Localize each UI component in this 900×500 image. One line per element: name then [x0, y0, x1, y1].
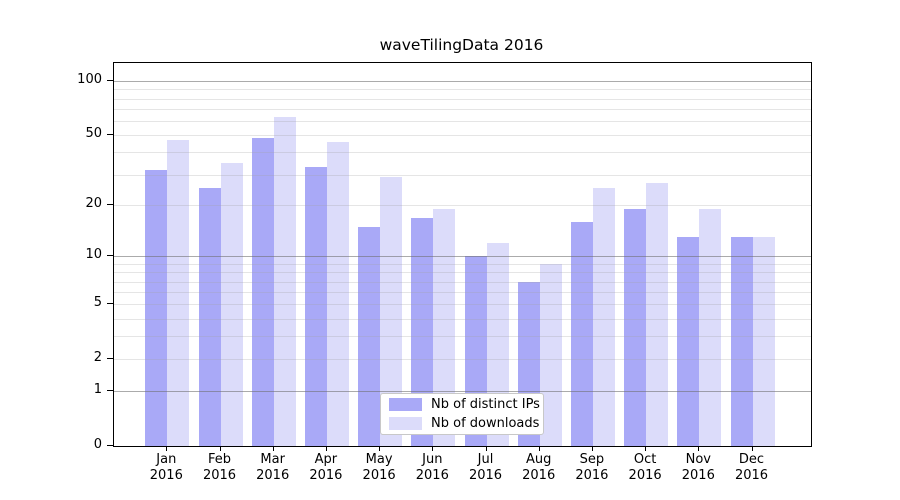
bar-mar-downloads — [273, 117, 296, 446]
y-tick-label-50: 50 — [85, 126, 102, 142]
y-tick-label-2: 2 — [93, 350, 102, 366]
bar-dec-downloads — [752, 237, 775, 446]
y-tick-20 — [107, 204, 113, 206]
x-tick-apr — [325, 446, 327, 451]
bar-aug-downloads — [539, 264, 562, 446]
bar-mar-distinct-ips — [251, 138, 274, 446]
x-tick-mar — [272, 446, 274, 451]
x-tick-label-aug: Aug 2016 — [522, 452, 556, 483]
x-tick-label-sep: Sep 2016 — [575, 452, 609, 483]
x-tick-feb — [219, 446, 221, 451]
x-tick-label-jan: Jan 2016 — [149, 452, 183, 483]
x-tick-label-jun: Jun 2016 — [415, 452, 449, 483]
bar-nov-downloads — [699, 209, 722, 446]
x-tick-label-mar: Mar 2016 — [256, 452, 290, 483]
bar-feb-downloads — [220, 162, 243, 446]
y-tick-label-5: 5 — [93, 295, 102, 311]
x-tick-label-dec: Dec 2016 — [734, 452, 769, 483]
x-tick-jun — [432, 446, 434, 451]
x-tick-label-nov: Nov 2016 — [681, 452, 715, 483]
y-tick-1 — [107, 390, 113, 392]
y-tick-label-0: 0 — [93, 437, 102, 452]
bar-jan-downloads — [167, 140, 190, 446]
y-tick-0 — [107, 445, 113, 446]
x-tick-may — [379, 446, 381, 451]
bar-apr-distinct-ips — [304, 167, 327, 446]
legend-label-distinct-ips: Nb of distinct IPs — [431, 397, 540, 412]
x-tick-jul — [485, 446, 487, 451]
y-tick-10 — [107, 255, 113, 257]
y-tick-2 — [107, 358, 113, 360]
bar-jun-downloads — [433, 209, 456, 446]
bars-layer — [114, 63, 811, 446]
bar-may-downloads — [380, 177, 403, 446]
bar-sep-distinct-ips — [570, 222, 593, 446]
bar-sep-downloads — [592, 188, 615, 446]
x-tick-sep — [591, 446, 593, 451]
bar-dec-distinct-ips — [730, 237, 753, 446]
bar-oct-distinct-ips — [624, 209, 647, 446]
x-tick-label-jul: Jul 2016 — [468, 452, 503, 483]
y-tick-label-100: 100 — [77, 72, 102, 88]
bar-nov-distinct-ips — [677, 237, 700, 446]
bar-jun-distinct-ips — [411, 217, 434, 446]
bar-feb-distinct-ips — [198, 188, 221, 446]
y-tick-label-1: 1 — [93, 382, 102, 398]
x-tick-label-apr: Apr 2016 — [309, 452, 343, 483]
x-tick-dec — [751, 446, 753, 451]
legend-item-distinct-ips: Nb of distinct IPs — [389, 397, 540, 412]
bar-may-distinct-ips — [358, 226, 381, 446]
y-tick-50 — [107, 134, 113, 136]
plot-area: Nb of distinct IPs Nb of downloads — [113, 62, 812, 447]
y-tick-label-10: 10 — [85, 247, 102, 263]
legend: Nb of distinct IPs Nb of downloads — [380, 393, 544, 435]
bar-oct-downloads — [646, 182, 669, 446]
x-tick-nov — [698, 446, 700, 451]
y-tick-label-20: 20 — [85, 196, 102, 212]
y-tick-5 — [107, 303, 113, 305]
legend-swatch-downloads — [389, 417, 422, 430]
bar-apr-downloads — [326, 141, 349, 446]
y-tick-100 — [107, 80, 113, 82]
x-tick-jan — [166, 446, 168, 451]
chart-title: waveTilingData 2016 — [379, 36, 544, 54]
x-tick-aug — [538, 446, 540, 451]
x-tick-label-feb: Feb 2016 — [202, 452, 237, 483]
legend-swatch-distinct-ips — [389, 398, 422, 411]
x-tick-label-may: May 2016 — [362, 452, 396, 483]
x-tick-oct — [645, 446, 647, 451]
bar-jan-distinct-ips — [145, 169, 168, 446]
legend-label-downloads: Nb of downloads — [431, 416, 540, 431]
x-tick-label-oct: Oct 2016 — [628, 452, 662, 483]
legend-item-downloads: Nb of downloads — [389, 416, 539, 431]
